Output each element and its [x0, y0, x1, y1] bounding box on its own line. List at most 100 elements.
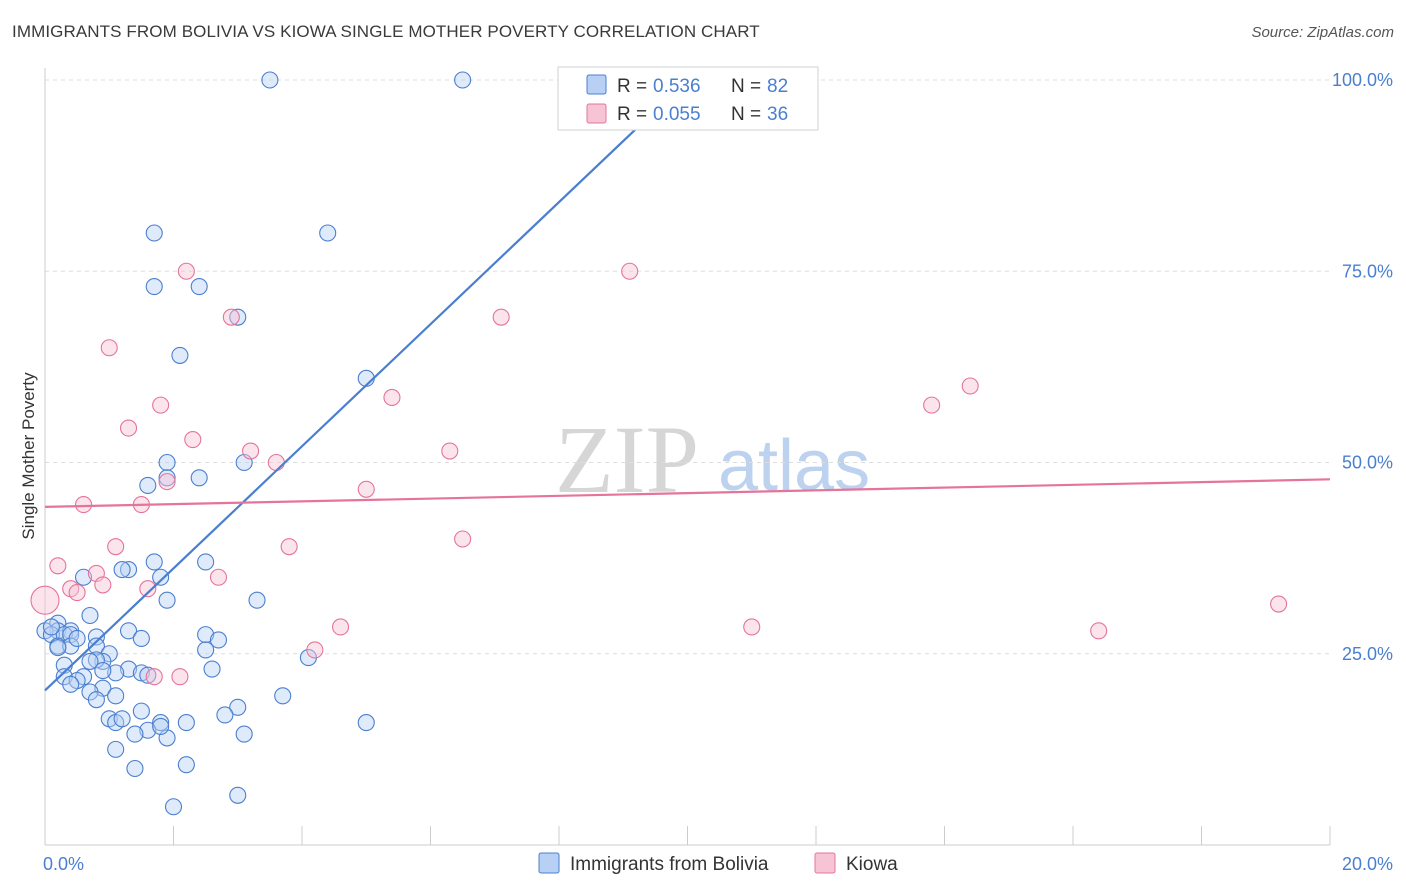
- bolivia-point-46: [119, 660, 138, 678]
- bolivia-point-74: [177, 756, 195, 774]
- bolivia-point-60: [229, 698, 247, 716]
- bolivia-point-37: [87, 637, 105, 655]
- bolivia-point-72: [107, 740, 125, 758]
- bolivia-point-80: [94, 662, 112, 680]
- bolivia-point-73: [126, 759, 144, 778]
- bolivia-point-0: [261, 71, 279, 89]
- kiowa-trend-line: [44, 478, 1331, 508]
- kiowa-point-16: [184, 430, 202, 449]
- axes: [44, 68, 1331, 846]
- legend-r-label-bolivia: R =: [617, 76, 647, 97]
- watermark-zip: ZIP: [555, 406, 699, 513]
- kiowa-point-33: [1090, 622, 1108, 640]
- legend-n-value-kiowa: 36: [767, 104, 788, 125]
- bolivia-point-43: [81, 652, 99, 670]
- kiowa-point-28: [492, 308, 510, 326]
- chart-title: IMMIGRANTS FROM BOLIVIA VS KIOWA SINGLE …: [12, 22, 760, 41]
- kiowa-point-29: [621, 262, 639, 280]
- kiowa-point-30: [743, 618, 761, 636]
- kiowa-point-35: [68, 583, 86, 602]
- bolivia-point-75: [164, 798, 183, 816]
- bolivia-point-76: [229, 786, 247, 804]
- kiowa-point-1: [49, 557, 67, 575]
- bolivia-point-22: [81, 606, 99, 625]
- bolivia-point-31: [87, 628, 105, 646]
- kiowa-point-8: [119, 419, 138, 437]
- source-label: Source: ZipAtlas.com: [1251, 24, 1394, 41]
- kiowa-point-22: [306, 641, 324, 659]
- bolivia-point-79: [68, 629, 86, 648]
- legend-n-label-bolivia: N =: [731, 76, 761, 97]
- bolivia-point-20: [158, 591, 176, 609]
- bolivia-point-70: [235, 725, 253, 743]
- kiowa-point-5: [94, 576, 112, 594]
- bottom-legend-label-kiowa: Kiowa: [846, 854, 898, 875]
- bolivia-point-1: [454, 71, 472, 89]
- kiowa-point-17: [209, 568, 228, 586]
- legend-n-value-bolivia: 82: [767, 76, 788, 97]
- kiowa-point-21: [280, 538, 298, 556]
- kiowa-point-25: [383, 388, 401, 407]
- bolivia-point-11: [139, 476, 157, 495]
- y-tick-label-0: 25.0%: [1342, 644, 1393, 664]
- bolivia-point-42: [87, 651, 105, 669]
- bolivia-point-32: [132, 629, 150, 648]
- bolivia-point-64: [113, 710, 131, 728]
- bolivia-point-78: [49, 639, 67, 657]
- bolivia-point-3: [319, 224, 337, 242]
- bolivia-point-26: [119, 622, 138, 640]
- bolivia-point-12: [158, 469, 176, 487]
- legend-swatch-kiowa: [586, 103, 607, 124]
- kiowa-point-14: [171, 668, 189, 686]
- kiowa-point-19: [242, 442, 260, 460]
- bolivia-point-41: [94, 652, 112, 670]
- kiowa-point-31: [923, 396, 941, 414]
- kiowa-point-32: [961, 377, 979, 395]
- kiowa-point-18: [222, 308, 240, 326]
- bolivia-point-18: [152, 568, 170, 586]
- kiowa-point-13: [158, 473, 176, 491]
- legend-n-label-kiowa: N =: [731, 104, 761, 125]
- bolivia-point-58: [274, 687, 292, 705]
- y-tick-label-2: 75.0%: [1342, 261, 1393, 281]
- bolivia-point-51: [107, 664, 125, 682]
- bolivia-point-47: [132, 664, 150, 682]
- kiowa-point-24: [357, 480, 375, 498]
- legend-r-value-bolivia: 0.536: [653, 76, 701, 97]
- correlation-legend: R = 0.536 N = 82 R = 0.055 N = 36: [557, 66, 819, 131]
- kiowa-point-15: [177, 262, 195, 280]
- gridlines: [45, 79, 1330, 655]
- kiowa-point-7: [107, 538, 125, 556]
- bolivia-point-66: [177, 714, 195, 732]
- kiowa-point-26: [441, 442, 459, 460]
- bolivia-point-34: [209, 631, 228, 649]
- bolivia-point-33: [197, 626, 215, 644]
- bolivia-point-59: [132, 702, 150, 720]
- x-tick-label-0: 0.0%: [43, 854, 84, 874]
- x-tick-label-1: 20.0%: [1342, 854, 1393, 874]
- bolivia-point-57: [87, 691, 105, 709]
- bolivia-point-69: [126, 725, 144, 743]
- y-axis-label: Single Mother Poverty: [19, 372, 38, 540]
- bolivia-point-14: [145, 553, 163, 571]
- bolivia-point-16: [119, 561, 138, 579]
- bolivia-point-68: [139, 721, 157, 739]
- bolivia-point-67: [357, 714, 375, 732]
- bolivia-point-21: [248, 591, 266, 609]
- bolivia-point-56: [107, 687, 125, 705]
- y-tick-label-3: 100.0%: [1332, 70, 1393, 90]
- bolivia-point-65: [152, 714, 170, 732]
- legend-swatch-bolivia: [586, 74, 607, 95]
- kiowa-point-0: [30, 585, 60, 615]
- kiowa-point-12: [152, 396, 170, 414]
- bolivia-point-81: [152, 717, 170, 735]
- kiowa-point-10: [139, 580, 157, 598]
- bolivia-trend-line: [44, 79, 689, 692]
- bolivia-point-4: [145, 277, 163, 296]
- bottom-legend-label-bolivia: Immigrants from Bolivia: [570, 854, 769, 875]
- legend-r-value-kiowa: 0.055: [653, 104, 701, 125]
- bolivia-point-13: [190, 469, 208, 487]
- kiowa-point-6: [100, 339, 118, 357]
- kiowa-point-11: [145, 668, 163, 686]
- bolivia-point-9: [158, 453, 176, 472]
